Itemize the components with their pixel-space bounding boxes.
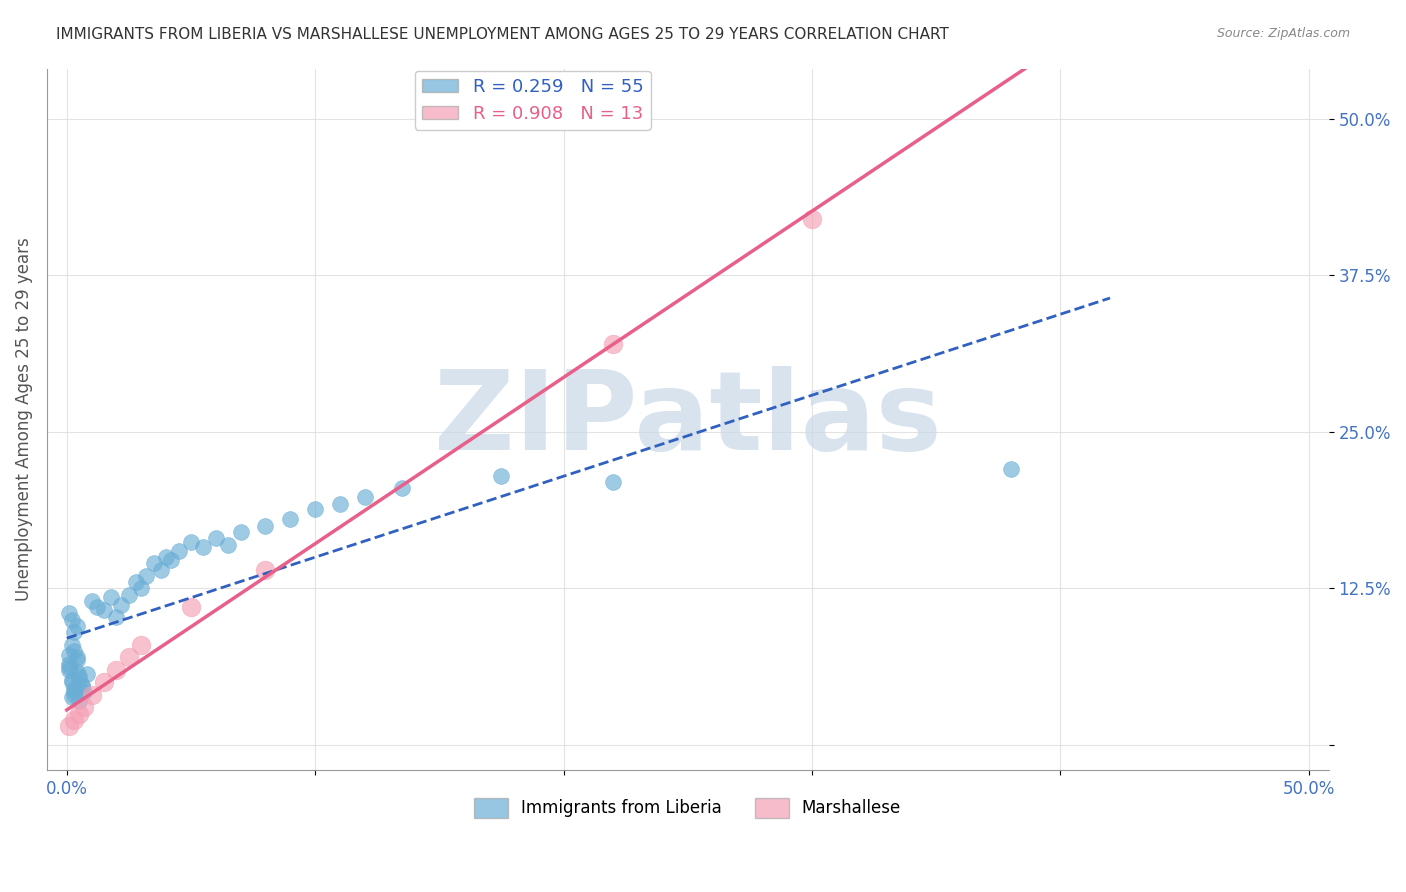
Point bbox=[80, 594, 103, 608]
Point bbox=[801, 211, 824, 226]
Point bbox=[118, 588, 141, 602]
Point bbox=[180, 535, 202, 549]
Point bbox=[602, 475, 624, 489]
Point bbox=[105, 610, 128, 624]
Text: Source: ZipAtlas.com: Source: ZipAtlas.com bbox=[1216, 27, 1350, 40]
Point bbox=[125, 575, 148, 590]
Point bbox=[63, 684, 86, 698]
Point bbox=[63, 681, 86, 696]
Point bbox=[118, 650, 141, 665]
Point bbox=[160, 552, 183, 566]
Point bbox=[60, 613, 83, 627]
Point bbox=[58, 660, 80, 674]
Point bbox=[60, 675, 83, 690]
Point bbox=[66, 665, 89, 680]
Point bbox=[63, 688, 86, 702]
Point bbox=[229, 524, 252, 539]
Point bbox=[491, 468, 513, 483]
Point bbox=[76, 666, 98, 681]
Point bbox=[86, 600, 108, 615]
Point bbox=[155, 549, 177, 564]
Point bbox=[110, 598, 132, 612]
Point bbox=[353, 490, 375, 504]
Point bbox=[217, 537, 239, 551]
Point bbox=[66, 619, 89, 633]
Text: IMMIGRANTS FROM LIBERIA VS MARSHALLESE UNEMPLOYMENT AMONG AGES 25 TO 29 YEARS CO: IMMIGRANTS FROM LIBERIA VS MARSHALLESE U… bbox=[56, 27, 949, 42]
Point bbox=[70, 679, 93, 693]
Point bbox=[93, 675, 115, 690]
Point bbox=[150, 563, 173, 577]
Point bbox=[58, 719, 80, 733]
Point bbox=[67, 672, 90, 686]
Point bbox=[129, 638, 152, 652]
Point bbox=[129, 582, 152, 596]
Point bbox=[66, 653, 89, 667]
Point bbox=[70, 678, 93, 692]
Point bbox=[63, 644, 86, 658]
Point bbox=[135, 569, 157, 583]
Point bbox=[58, 648, 80, 662]
Point bbox=[73, 700, 96, 714]
Point bbox=[391, 481, 413, 495]
Point bbox=[60, 690, 83, 705]
Point bbox=[180, 600, 202, 615]
Point bbox=[167, 543, 190, 558]
Point bbox=[58, 663, 80, 677]
Point bbox=[1000, 462, 1022, 476]
Point bbox=[254, 563, 277, 577]
Point bbox=[105, 663, 128, 677]
Point bbox=[93, 602, 115, 616]
Point bbox=[304, 502, 326, 516]
Text: ZIPatlas: ZIPatlas bbox=[434, 366, 942, 473]
Point bbox=[254, 518, 277, 533]
Point bbox=[63, 625, 86, 640]
Point bbox=[60, 673, 83, 687]
Point bbox=[142, 557, 165, 571]
Point bbox=[73, 685, 96, 699]
Point bbox=[602, 337, 624, 351]
Point bbox=[204, 531, 226, 545]
Point bbox=[58, 657, 80, 671]
Point bbox=[278, 512, 301, 526]
Legend: Immigrants from Liberia, Marshallese: Immigrants from Liberia, Marshallese bbox=[468, 791, 908, 825]
Point bbox=[63, 713, 86, 727]
Point bbox=[66, 650, 89, 665]
Point bbox=[67, 706, 90, 721]
Y-axis label: Unemployment Among Ages 25 to 29 years: Unemployment Among Ages 25 to 29 years bbox=[15, 237, 32, 601]
Point bbox=[100, 590, 122, 604]
Point bbox=[193, 540, 215, 554]
Point bbox=[329, 498, 352, 512]
Point bbox=[60, 638, 83, 652]
Point bbox=[80, 688, 103, 702]
Point bbox=[58, 607, 80, 621]
Point bbox=[67, 694, 90, 708]
Point bbox=[67, 669, 90, 683]
